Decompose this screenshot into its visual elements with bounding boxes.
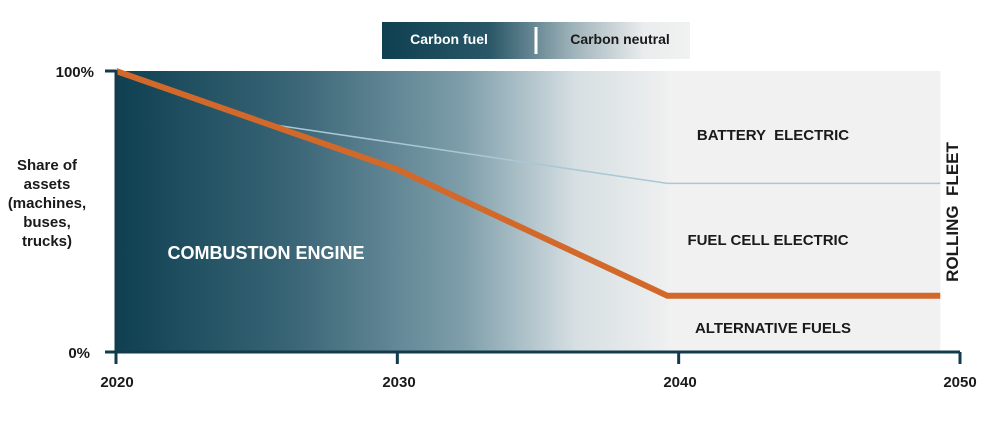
legend-item-carbon-neutral: Carbon neutral xyxy=(570,31,670,47)
legend: Carbon fuel Carbon neutral xyxy=(382,22,690,59)
region-label-combustion-engine: COMBUSTION ENGINE xyxy=(167,243,364,263)
carbon-fuel-fade-area xyxy=(116,71,668,296)
y-axis-title: Share of assets (machines, buses, trucks… xyxy=(7,157,87,250)
y-tick-label-100: 100% xyxy=(56,64,94,81)
x-tick-label-2050: 2050 xyxy=(943,374,976,391)
x-tick-label-2030: 2030 xyxy=(382,374,415,391)
x-tick-label-2020: 2020 xyxy=(100,374,133,391)
side-label-rolling-fleet: ROLLING FLEET xyxy=(943,142,962,282)
region-label-alternative-fuels: ALTERNATIVE FUELS xyxy=(695,320,851,337)
combustion-engine-line xyxy=(115,68,941,299)
combustion-engine-area xyxy=(116,71,668,352)
x-tick-label-2040: 2040 xyxy=(663,374,696,391)
legend-item-carbon-fuel: Carbon fuel xyxy=(410,31,488,47)
region-label-battery-electric: BATTERY ELECTRIC xyxy=(697,127,849,144)
region-label-fuel-cell-electric: FUEL CELL ELECTRIC xyxy=(687,232,848,249)
y-tick-label-0: 0% xyxy=(68,345,90,362)
